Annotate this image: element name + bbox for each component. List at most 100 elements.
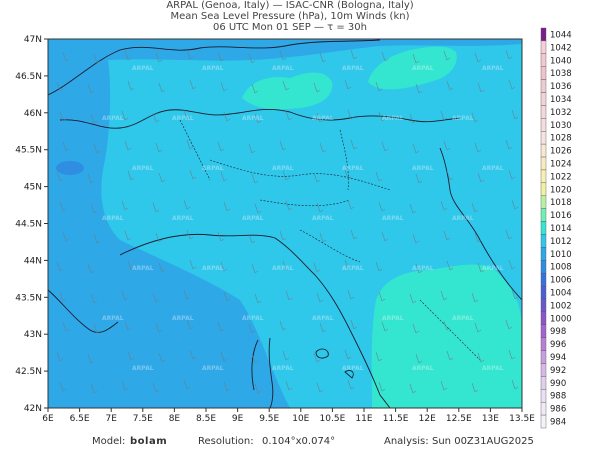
wind-barb-flag <box>288 297 293 301</box>
region-borders <box>179 119 481 361</box>
wind-barb <box>56 171 61 182</box>
lat-tick-label: 46N <box>24 109 42 119</box>
wind-barb <box>217 51 222 62</box>
wind-barb-flag <box>186 206 191 210</box>
colorbar-swatch <box>540 247 547 261</box>
wind-barb-flag <box>474 299 479 303</box>
wind-barb <box>254 293 259 304</box>
wind-barb <box>350 319 355 330</box>
wind-barb-flag <box>93 120 98 124</box>
wind-barb <box>127 350 132 361</box>
wind-barb <box>189 79 194 90</box>
analysis-label: Analysis: <box>384 436 429 447</box>
watermark-text: ARPAL <box>452 115 474 122</box>
colorbar-label: 994 <box>550 353 566 363</box>
wind-barb-flag <box>285 87 290 91</box>
wind-barb-flag <box>480 89 485 93</box>
lon-tick-label: 10.5E <box>320 414 346 424</box>
watermark-text: ARPAL <box>202 65 224 72</box>
wind-barb-flag <box>511 356 516 360</box>
wind-barb-flag <box>322 329 327 333</box>
wind-barb <box>508 79 513 90</box>
wind-barb-flag <box>130 87 135 91</box>
wind-barb <box>347 109 352 120</box>
wind-barb-flag <box>158 59 163 63</box>
wind-barb-flag <box>446 57 451 61</box>
watermark-text: ARPAL <box>482 365 504 372</box>
wind-barb-flag <box>477 239 482 243</box>
wind-barb-flag <box>59 358 64 362</box>
watermark-text: ARPAL <box>342 65 364 72</box>
wind-barb-flag <box>65 148 70 152</box>
colorbar-swatch <box>540 53 547 67</box>
wind-barb <box>508 259 513 270</box>
wind-barb <box>152 112 157 123</box>
lat-tick-label: 47N <box>24 35 42 45</box>
wind-barb <box>186 139 191 150</box>
wind-barb-flag <box>127 237 132 241</box>
wind-barb-flag <box>257 300 262 304</box>
wind-barb-flag <box>347 176 352 180</box>
watermark-text: ARPAL <box>382 215 404 222</box>
wind-barb-flag <box>443 207 448 211</box>
watermark-text: ARPAL <box>312 115 334 122</box>
wind-barb-flag <box>474 209 479 213</box>
wind-barb <box>93 233 98 244</box>
wind-barb-flag <box>353 146 358 150</box>
colorbar-label: 1002 <box>550 301 572 311</box>
wind-barb <box>217 231 222 242</box>
wind-barb-flag <box>288 207 293 211</box>
wind-barb-flag <box>412 210 417 214</box>
wind-barb <box>319 232 324 243</box>
wind-barb-flag <box>90 360 95 364</box>
colorbar-label: 1036 <box>550 82 572 92</box>
wind-barb <box>127 80 132 91</box>
wind-barb <box>152 202 157 213</box>
wind-barb-flag <box>415 330 420 334</box>
colorbar-label: 1028 <box>550 134 572 144</box>
wind-barb-flag <box>226 208 231 212</box>
watermark-text: ARPAL <box>342 165 364 172</box>
wind-barb-flag <box>378 268 383 272</box>
wind-barb-flag <box>226 118 231 122</box>
wind-barb-flag <box>192 86 197 90</box>
colorbar-swatch <box>540 105 547 119</box>
wind-barb <box>285 200 290 211</box>
wind-barb <box>282 260 287 271</box>
colorbar-swatch <box>540 414 547 429</box>
wind-barb-flag <box>446 147 451 151</box>
wind-barb <box>471 202 476 213</box>
wind-barb <box>189 259 194 270</box>
wind-barb-flag <box>446 237 451 241</box>
wind-barb <box>381 321 386 332</box>
wind-barb <box>158 172 163 183</box>
wind-barb-flag <box>508 326 513 330</box>
wind-barb <box>183 379 188 390</box>
wind-barb <box>87 173 92 184</box>
wind-barb-flag <box>59 178 64 182</box>
wind-barb <box>186 229 191 240</box>
wind-barb <box>183 289 188 300</box>
watermark-text: ARPAL <box>412 65 434 72</box>
colorbar-label: 1018 <box>550 198 572 208</box>
wind-barb <box>152 292 157 303</box>
wind-barb-flag <box>65 238 70 242</box>
map-title: ARPAL (Genoa, Italy) — ISAC-CNR (Bologna… <box>0 0 580 33</box>
wind-barb <box>409 203 414 214</box>
wind-barb-flag <box>477 59 482 63</box>
colorbar-label: 1004 <box>550 289 572 299</box>
wind-barb <box>223 111 228 122</box>
wind-barb-flag <box>316 359 321 363</box>
wind-barb-flag <box>257 120 262 124</box>
wind-barb-flag <box>130 177 135 181</box>
watermark-text: ARPAL <box>452 215 474 222</box>
wind-barb-flag <box>418 360 423 364</box>
watermark-text: ARPAL <box>412 165 434 172</box>
wind-barb <box>313 172 318 183</box>
wind-barb-flag <box>285 357 290 361</box>
wind-barb-flag <box>443 117 448 121</box>
wind-barb <box>474 232 479 243</box>
wind-barb <box>158 352 163 363</box>
wind-barb-flag <box>477 149 482 153</box>
colorbar-swatch <box>540 389 547 403</box>
